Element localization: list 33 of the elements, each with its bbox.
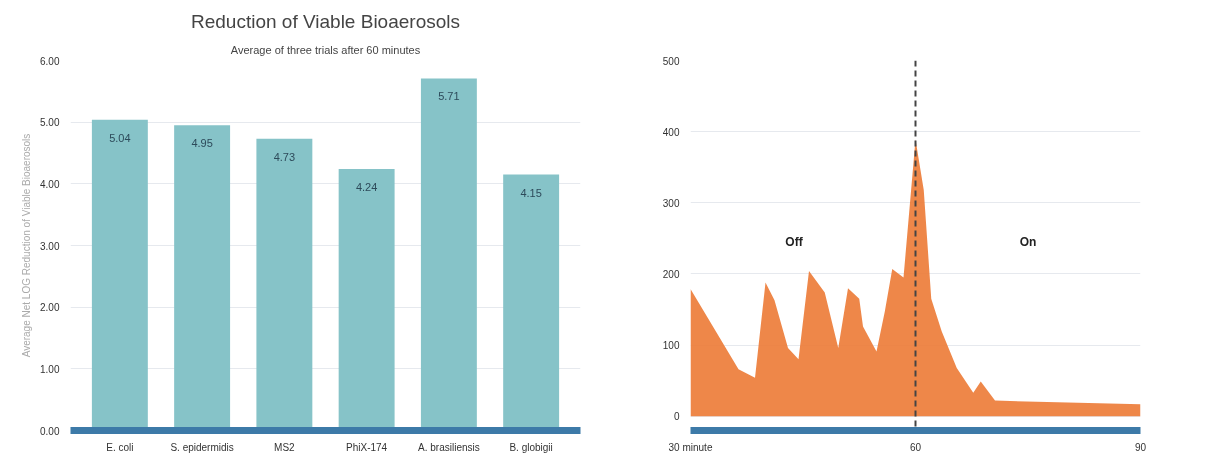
x-tick-label: PhiX-174: [346, 441, 388, 453]
y-tick-label: 100: [662, 340, 680, 352]
y-tick-label: 2.00: [40, 302, 60, 314]
x-tick-label: MS2: [274, 441, 296, 453]
x-tick-label: 30 minute: [668, 441, 713, 453]
data-label: 5.04: [109, 131, 131, 144]
y-tick-label: 0.00: [40, 425, 60, 437]
y-tick-label: 6.00: [40, 55, 60, 67]
y-tick-label: 4.00: [40, 178, 60, 190]
y-axis-title: Average Net LOG Reduction of Viable Bioaerosols: [21, 133, 33, 358]
annotation: On: [1019, 234, 1037, 249]
x-tick-label: S. epidermidis: [170, 441, 234, 453]
x-tick-label: 60: [909, 441, 922, 453]
x-tick-label: 90: [1134, 441, 1147, 453]
x-tick-label: B. globigii: [509, 441, 553, 453]
x-tick-label: E. coli: [106, 441, 134, 453]
chart-subtitle: Average of three trials after 60 minutes: [230, 43, 421, 56]
data-label: 5.71: [438, 90, 460, 103]
y-tick-label: 0: [673, 411, 680, 423]
y-tick-label: 1.00: [40, 363, 60, 375]
y-tick-label: 500: [662, 55, 680, 67]
y-tick-label: 200: [662, 268, 680, 280]
data-label: 4.73: [273, 150, 296, 163]
y-tick-label: 300: [662, 197, 680, 209]
y-tick-label: 400: [662, 126, 680, 138]
data-label: 4.95: [191, 137, 213, 150]
x-tick-label: A. brasiliensis: [418, 441, 480, 453]
chart-title: Reduction of Viable Bioaerosols: [191, 10, 461, 32]
data-label: 4.15: [520, 186, 542, 199]
annotation: Off: [785, 234, 804, 249]
data-label: 4.24: [355, 181, 378, 194]
y-tick-label: 3.00: [40, 240, 60, 252]
y-tick-label: 5.00: [40, 117, 60, 129]
